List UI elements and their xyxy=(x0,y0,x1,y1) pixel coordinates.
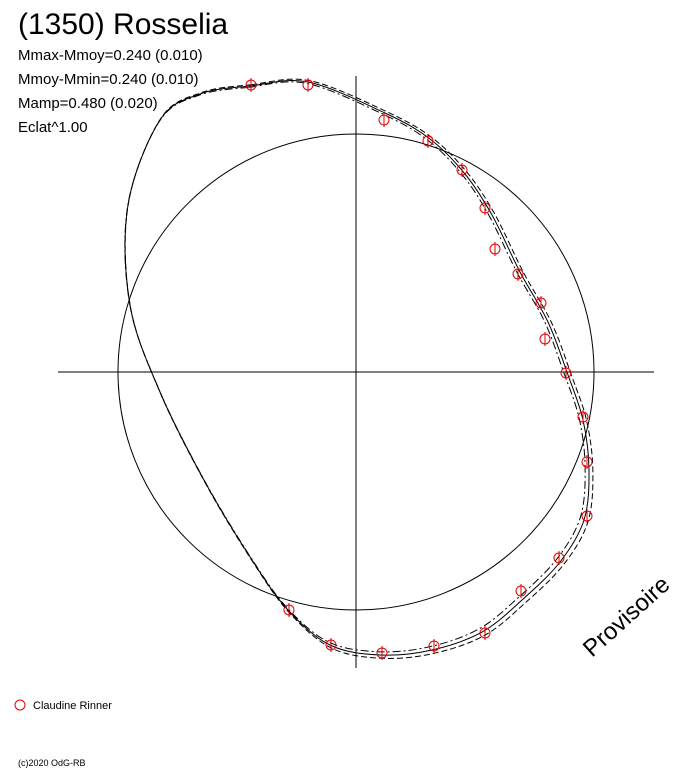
legend-label: Claudine Rinner xyxy=(33,700,112,712)
legend-marker xyxy=(14,699,26,711)
model-curve xyxy=(124,78,594,659)
observations xyxy=(245,78,593,660)
info-line: Eclat^1.00 xyxy=(18,119,88,136)
info-line: Mamp=0.480 (0.020) xyxy=(18,95,158,112)
model-curves xyxy=(124,78,594,659)
title: (1350) Rosselia xyxy=(18,8,228,41)
model-curve xyxy=(124,81,586,653)
copyright: (c)2020 OdG-RB xyxy=(18,758,86,768)
reference-circle xyxy=(117,133,595,611)
info-line: Mmoy-Mmin=0.240 (0.010) xyxy=(18,71,198,88)
info-line: Mmax-Mmoy=0.240 (0.010) xyxy=(18,47,203,64)
